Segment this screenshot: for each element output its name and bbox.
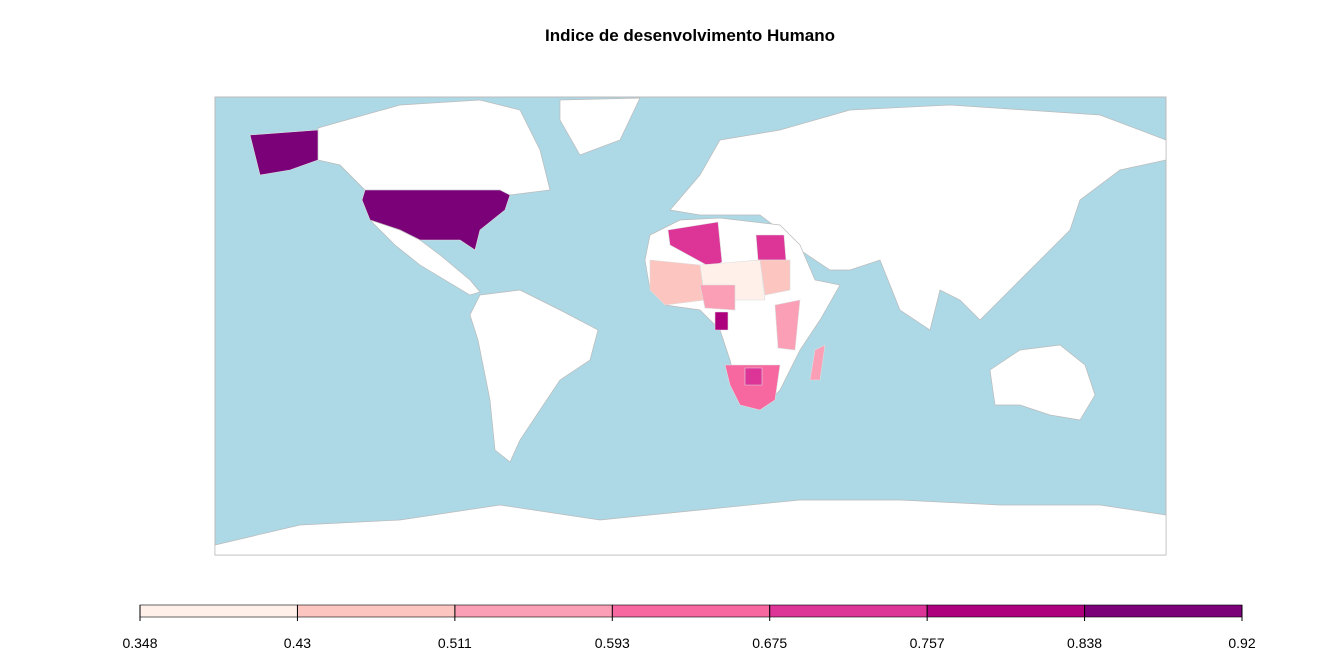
eurasia xyxy=(669,104,1167,331)
greenland xyxy=(559,97,641,156)
botswana xyxy=(744,367,763,386)
madagascar xyxy=(809,344,826,381)
legend-label: 0.838 xyxy=(1067,635,1102,651)
legend-swatch xyxy=(297,604,456,618)
map xyxy=(214,96,1167,556)
alaska xyxy=(249,129,319,176)
legend-label: 0.593 xyxy=(595,635,630,651)
legend-swatch xyxy=(611,604,771,618)
central-america xyxy=(369,219,481,296)
southern-africa xyxy=(724,364,781,411)
legend-label: 0.43 xyxy=(284,635,311,651)
legend-swatch xyxy=(926,604,1085,618)
legend-swatch xyxy=(454,604,613,618)
egypt xyxy=(755,234,787,261)
east-africa xyxy=(774,299,801,351)
central-africa xyxy=(699,284,736,311)
legend-label: 0.511 xyxy=(438,635,472,651)
legend-label: 0.757 xyxy=(910,635,945,651)
australia xyxy=(989,344,1096,421)
gabon xyxy=(714,311,729,331)
legend-swatch xyxy=(139,604,298,618)
canada xyxy=(317,99,551,196)
west-africa xyxy=(649,259,706,306)
legend-swatch xyxy=(1084,604,1243,618)
legend-label: 0.348 xyxy=(122,635,157,651)
legend-label: 0.92 xyxy=(1228,635,1255,651)
sudan xyxy=(759,259,791,296)
south-america xyxy=(469,289,599,463)
usa xyxy=(361,189,511,251)
legend-label: 0.675 xyxy=(752,635,787,651)
legend: 0.348 0.43 0.511 0.593 0.675 0.757 0.838 0.92 xyxy=(122,604,1256,651)
legend-swatch xyxy=(769,604,928,618)
antarctica xyxy=(214,499,1167,556)
map-title: Indice de desenvolvimento Humano xyxy=(545,26,835,45)
